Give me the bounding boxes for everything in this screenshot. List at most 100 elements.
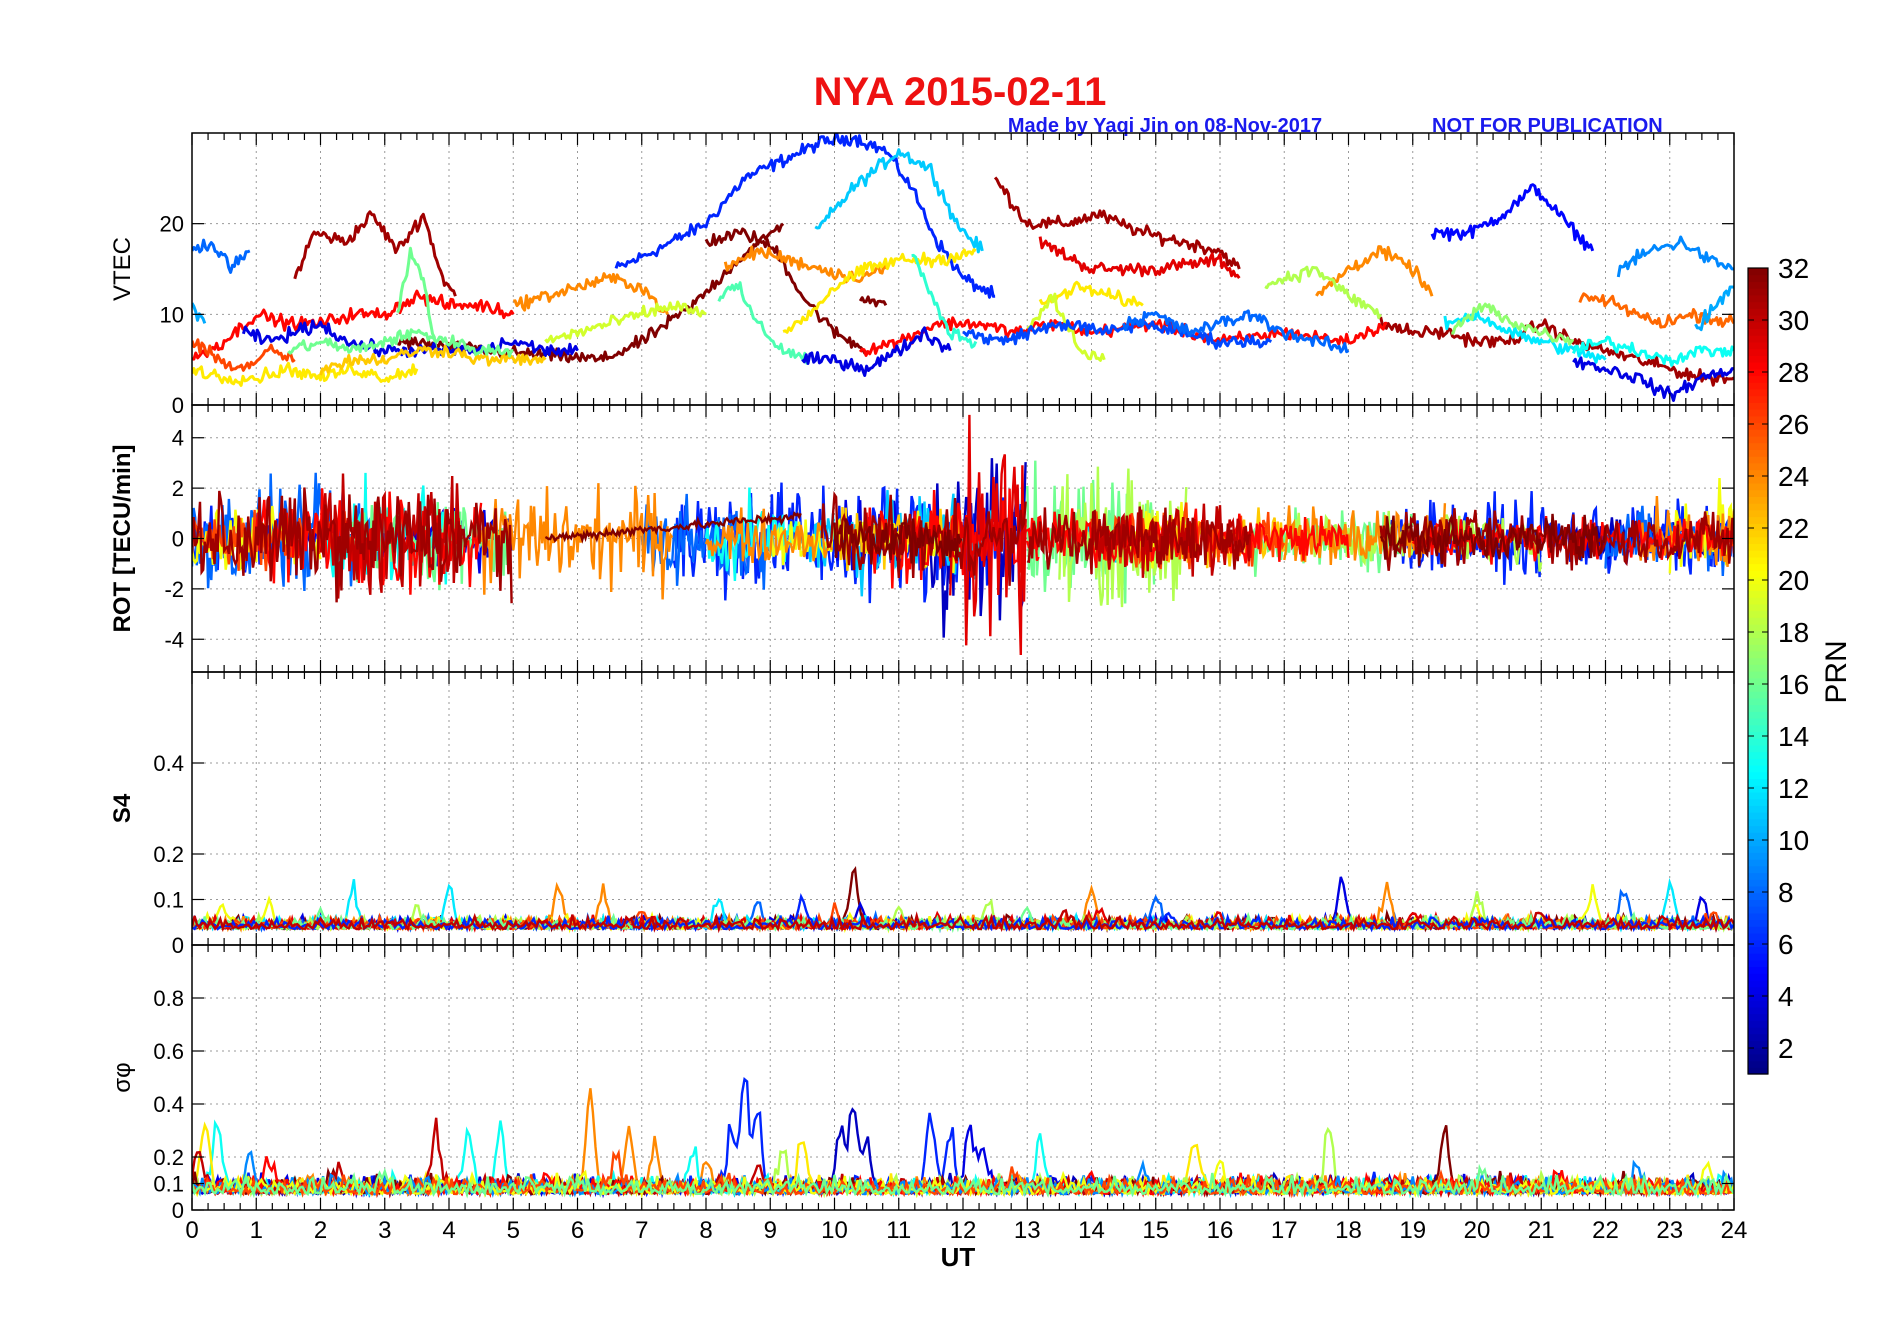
series-prn-31	[1379, 508, 1734, 571]
colorbar-cell	[1748, 294, 1768, 303]
axes-box-s4	[191, 671, 1735, 946]
series-prn-21	[192, 361, 419, 387]
x-ticks-sigphi	[191, 945, 1735, 1210]
series-prn-24	[1636, 496, 1734, 567]
colorbar-cell	[1748, 657, 1768, 665]
colorbar-cell	[1748, 442, 1768, 450]
y-tick-label: 10	[160, 302, 184, 327]
colorbar-cell	[1748, 946, 1768, 954]
colorbar-cell	[1748, 932, 1768, 941]
colorbar-tick-label: 12	[1778, 773, 1809, 804]
series-prn-5	[1430, 183, 1595, 252]
y-tick-label: 0	[172, 933, 184, 958]
x-tick-label: 12	[950, 1217, 977, 1244]
colorbar-cell	[1748, 791, 1768, 800]
x-axis-label: UT	[941, 1242, 976, 1272]
colorbar-cell	[1748, 268, 1768, 276]
chart-title: NYA 2015-02-11	[814, 70, 1107, 114]
x-tick-label: 2	[314, 1217, 327, 1244]
series-group-rot	[192, 414, 1734, 656]
colorbar-cell	[1748, 973, 1768, 981]
colorbar-cell	[1748, 1047, 1768, 1055]
colorbar-cell	[1748, 476, 1768, 484]
series-prn-11	[814, 148, 984, 254]
colorbar-cell	[1748, 671, 1768, 679]
colorbar-cell	[1748, 738, 1768, 746]
series-prn-29	[1038, 236, 1241, 279]
x-tick-label: 19	[1399, 1217, 1426, 1244]
colorbar-cell	[1748, 489, 1768, 497]
series-prn-21	[1038, 280, 1144, 307]
publication-notice: NOT FOR PUBLICATION	[1432, 115, 1663, 137]
y-tick-label: 0	[172, 527, 184, 552]
colorbar-cell	[1748, 543, 1768, 551]
colorbar-cell	[1748, 691, 1768, 699]
colorbar-frame	[1747, 267, 1769, 1075]
colorbar-cell	[1748, 879, 1768, 887]
series-prn-31	[820, 491, 1027, 586]
colorbar-cell	[1748, 583, 1768, 591]
colorbar-tick-label: 22	[1778, 513, 1809, 544]
colorbar-cell	[1748, 684, 1768, 692]
colorbar-cell	[1748, 959, 1768, 968]
x-tick-label: 16	[1207, 1217, 1234, 1244]
colorbar-cell	[1748, 805, 1768, 813]
series-prn-24	[513, 272, 669, 315]
x-tick-label: 23	[1656, 1217, 1683, 1244]
colorbar-cell	[1748, 556, 1768, 565]
series-prn-14	[911, 253, 978, 349]
x-tick-label: 24	[1721, 1217, 1748, 1244]
series-prn-30	[192, 908, 1734, 934]
series-prn-16	[396, 246, 438, 351]
colorbar-cell	[1748, 429, 1768, 437]
series-group-sigphi	[192, 1077, 1734, 1199]
y-tick-label: -2	[164, 577, 184, 602]
colorbar-cell	[1748, 664, 1768, 672]
colorbar-cell	[1748, 281, 1768, 289]
colorbar-tick-label: 10	[1778, 825, 1809, 856]
x-tick-label: 3	[378, 1217, 391, 1244]
colorbar-cell	[1748, 623, 1768, 632]
colorbar-cell	[1748, 368, 1768, 377]
colorbar-cell	[1748, 906, 1768, 914]
colorbar-cell	[1748, 563, 1768, 571]
series-prn-8	[1122, 309, 1350, 354]
series-prn-31	[993, 176, 1241, 270]
x-tick-label: 5	[507, 1217, 520, 1244]
grid-sigphi	[192, 945, 1734, 1210]
y-tick-label: 0	[172, 1198, 184, 1223]
colorbar-cell	[1748, 718, 1768, 726]
colorbar-cell	[1748, 550, 1768, 558]
colorbar-cell	[1748, 449, 1768, 457]
grid-s4	[192, 672, 1734, 945]
colorbar-tick-label: 30	[1778, 305, 1809, 336]
series-prn-24	[723, 245, 888, 284]
colorbar-cell	[1748, 650, 1768, 659]
x-ticks-rot	[191, 405, 1735, 672]
series-prn-32	[544, 510, 802, 544]
colorbar-tick-label: 18	[1778, 617, 1809, 648]
colorbar-cell	[1748, 838, 1768, 847]
y-tick-label: 4	[172, 426, 184, 451]
colorbar-cell	[1748, 529, 1768, 538]
colorbar-cell	[1748, 576, 1768, 585]
series-prn-26	[192, 338, 296, 372]
x-tick-label: 20	[1464, 1217, 1491, 1244]
colorbar-cell	[1748, 415, 1768, 424]
colorbar-cell	[1748, 597, 1768, 605]
colorbar-tick-label: 6	[1778, 929, 1794, 960]
series-group-s4	[192, 866, 1734, 934]
colorbar-cell	[1748, 402, 1768, 410]
x-tick-label: 21	[1528, 1217, 1555, 1244]
series-prn-32	[704, 227, 868, 355]
colorbar-cell	[1748, 812, 1768, 820]
colorbar-cell	[1748, 979, 1768, 988]
series-prn-21	[782, 248, 977, 334]
colorbar-cell	[1748, 388, 1768, 397]
series-prn-10	[192, 302, 207, 324]
colorbar-cell	[1748, 758, 1768, 766]
series-prn-19	[544, 300, 707, 344]
colorbar-cell	[1748, 274, 1768, 283]
colorbar-cell	[1748, 711, 1768, 719]
